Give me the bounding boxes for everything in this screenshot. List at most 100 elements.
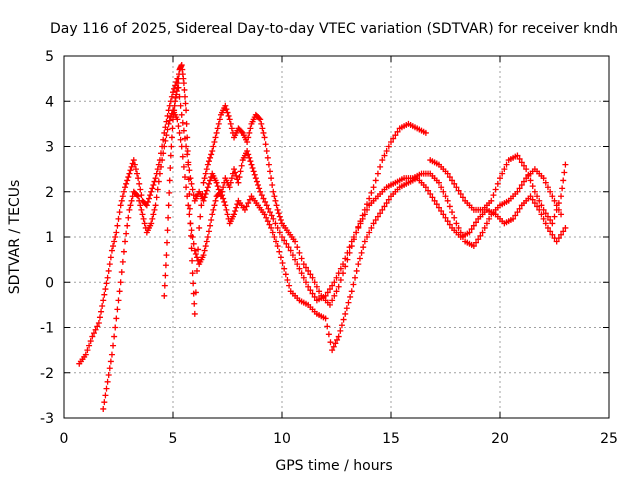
data-point bbox=[361, 206, 368, 213]
data-point bbox=[245, 151, 252, 158]
data-point bbox=[246, 154, 253, 161]
data-point bbox=[104, 274, 111, 281]
y-axis-ticks: -3 -2 -1 0 1 2 3 4 5 bbox=[40, 49, 609, 427]
data-point bbox=[98, 308, 105, 315]
data-point bbox=[201, 175, 208, 182]
data-point bbox=[383, 148, 390, 155]
data-point bbox=[264, 154, 271, 161]
data-point bbox=[265, 161, 272, 168]
data-point bbox=[270, 215, 277, 222]
data-point bbox=[148, 188, 155, 195]
data-point bbox=[112, 324, 119, 331]
data-point bbox=[175, 123, 182, 130]
data-point bbox=[385, 143, 392, 150]
data-point bbox=[261, 134, 268, 141]
data-point bbox=[192, 289, 199, 296]
data-point bbox=[331, 279, 338, 286]
data-point bbox=[186, 167, 193, 174]
data-point bbox=[259, 125, 266, 132]
data-point bbox=[292, 256, 299, 263]
data-point bbox=[422, 184, 429, 191]
data-point bbox=[279, 234, 285, 240]
data-point bbox=[262, 141, 269, 148]
y-tick-label: 3 bbox=[45, 140, 54, 156]
plot-frame bbox=[63, 55, 610, 419]
data-point bbox=[164, 112, 171, 119]
data-point bbox=[159, 157, 166, 164]
data-point bbox=[220, 195, 227, 202]
data-point bbox=[107, 254, 114, 261]
data-point bbox=[549, 220, 556, 227]
data-point bbox=[364, 234, 371, 240]
data-point bbox=[453, 220, 460, 227]
data-point bbox=[309, 274, 316, 281]
y-tick-label: 1 bbox=[45, 230, 54, 246]
data-point bbox=[451, 214, 458, 221]
data-point bbox=[549, 193, 556, 200]
data-point bbox=[135, 175, 142, 182]
data-point bbox=[205, 158, 212, 165]
data-point bbox=[238, 128, 245, 135]
data-point bbox=[271, 234, 278, 240]
data-point bbox=[162, 262, 169, 269]
data-point bbox=[483, 220, 490, 227]
data-point bbox=[547, 188, 554, 195]
data-point bbox=[136, 180, 143, 187]
data-point bbox=[102, 286, 109, 293]
data-point bbox=[180, 163, 187, 170]
data-point bbox=[204, 184, 211, 191]
data-point bbox=[302, 279, 309, 286]
data-point bbox=[135, 193, 142, 200]
data-point bbox=[514, 209, 521, 216]
data-point bbox=[104, 378, 111, 385]
data-point bbox=[245, 134, 252, 141]
data-point bbox=[538, 211, 545, 218]
data-point bbox=[192, 250, 199, 257]
data-point bbox=[372, 217, 379, 224]
data-point bbox=[118, 269, 125, 276]
data-point bbox=[114, 306, 121, 313]
data-point bbox=[248, 161, 255, 168]
data-point bbox=[106, 365, 113, 372]
data-point bbox=[337, 276, 344, 283]
data-point bbox=[185, 161, 192, 168]
data-point bbox=[209, 148, 216, 155]
data-point bbox=[334, 336, 341, 343]
data-point bbox=[165, 120, 172, 127]
chart-title: Day 116 of 2025, Sidereal Day-to-day VTE… bbox=[50, 21, 618, 37]
data-point bbox=[103, 280, 110, 287]
x-tick-label: 10 bbox=[273, 431, 291, 447]
data-point bbox=[335, 333, 342, 340]
data-point bbox=[357, 218, 364, 225]
data-point bbox=[94, 323, 101, 330]
data-point bbox=[128, 163, 135, 170]
data-point bbox=[114, 222, 121, 229]
x-tick-label: 0 bbox=[60, 431, 69, 447]
data-point bbox=[224, 211, 231, 218]
data-point bbox=[124, 222, 131, 229]
data-point bbox=[105, 267, 112, 274]
data-point bbox=[490, 192, 497, 199]
data-point bbox=[481, 224, 488, 231]
data-point bbox=[237, 168, 244, 175]
data-point bbox=[558, 211, 565, 218]
data-point bbox=[180, 127, 187, 134]
data-point bbox=[169, 125, 176, 132]
data-point bbox=[260, 129, 267, 136]
data-point bbox=[455, 224, 462, 231]
series-track-1 bbox=[76, 75, 565, 367]
data-point bbox=[252, 175, 259, 182]
data-point bbox=[536, 197, 543, 204]
data-points bbox=[76, 62, 569, 412]
data-point bbox=[203, 187, 210, 194]
data-point bbox=[123, 230, 130, 237]
y-tick-label: -1 bbox=[40, 321, 54, 337]
data-point bbox=[272, 197, 279, 204]
data-point bbox=[151, 206, 158, 213]
data-point bbox=[374, 170, 381, 177]
data-point bbox=[221, 198, 228, 205]
data-point bbox=[529, 196, 536, 203]
data-point bbox=[374, 213, 381, 220]
data-point bbox=[544, 213, 551, 220]
data-point bbox=[184, 134, 191, 141]
